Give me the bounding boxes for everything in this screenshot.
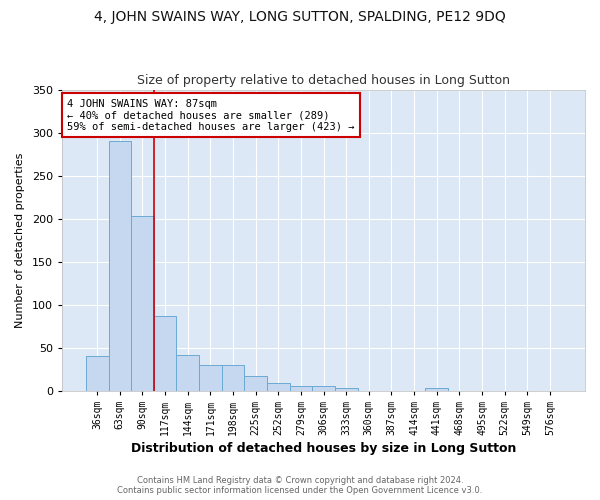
Y-axis label: Number of detached properties: Number of detached properties bbox=[15, 152, 25, 328]
Text: 4, JOHN SWAINS WAY, LONG SUTTON, SPALDING, PE12 9DQ: 4, JOHN SWAINS WAY, LONG SUTTON, SPALDIN… bbox=[94, 10, 506, 24]
Text: Contains HM Land Registry data © Crown copyright and database right 2024.
Contai: Contains HM Land Registry data © Crown c… bbox=[118, 476, 482, 495]
Bar bbox=[335, 388, 358, 391]
Bar bbox=[154, 316, 176, 391]
Text: 4 JOHN SWAINS WAY: 87sqm
← 40% of detached houses are smaller (289)
59% of semi-: 4 JOHN SWAINS WAY: 87sqm ← 40% of detach… bbox=[67, 98, 355, 132]
Bar bbox=[425, 388, 448, 391]
Title: Size of property relative to detached houses in Long Sutton: Size of property relative to detached ho… bbox=[137, 74, 510, 87]
Bar bbox=[267, 383, 290, 391]
Bar bbox=[131, 216, 154, 391]
Bar bbox=[176, 356, 199, 391]
Bar bbox=[312, 386, 335, 391]
Bar bbox=[86, 356, 109, 391]
Bar bbox=[221, 365, 244, 391]
Bar bbox=[290, 386, 312, 391]
X-axis label: Distribution of detached houses by size in Long Sutton: Distribution of detached houses by size … bbox=[131, 442, 516, 455]
Bar bbox=[244, 376, 267, 391]
Bar bbox=[199, 365, 221, 391]
Bar bbox=[109, 141, 131, 391]
